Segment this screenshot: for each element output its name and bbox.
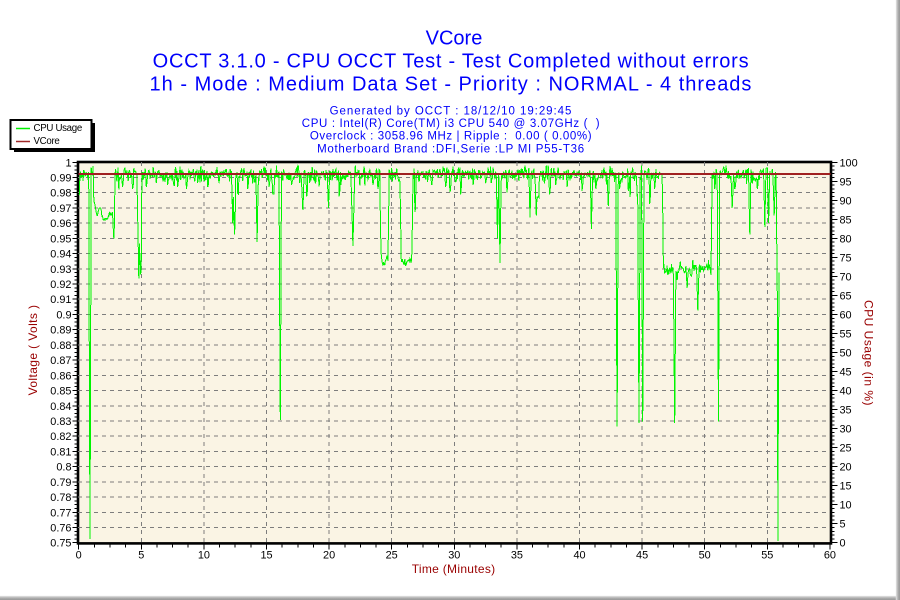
svg-text:0.77: 0.77 xyxy=(50,507,71,519)
svg-text:0.88: 0.88 xyxy=(50,340,71,352)
svg-text:0.93: 0.93 xyxy=(50,264,71,276)
svg-text:40: 40 xyxy=(573,550,585,562)
svg-text:90: 90 xyxy=(840,195,852,207)
svg-text:Voltage ( Volts ): Voltage ( Volts ) xyxy=(26,305,40,396)
svg-text:0.84: 0.84 xyxy=(50,401,71,413)
svg-text:5: 5 xyxy=(138,550,144,562)
svg-text:Overclock : 3058.96 MHz | Ripp: Overclock : 3058.96 MHz | Ripple : 0.00 … xyxy=(310,131,592,143)
svg-text:85: 85 xyxy=(840,214,852,226)
svg-text:95: 95 xyxy=(840,176,852,188)
svg-text:0.86: 0.86 xyxy=(50,370,71,382)
svg-text:0.92: 0.92 xyxy=(50,279,71,291)
svg-text:0.95: 0.95 xyxy=(50,233,71,245)
svg-text:50: 50 xyxy=(840,348,852,360)
svg-text:0.96: 0.96 xyxy=(50,218,71,230)
svg-text:1h - Mode : Medium Data Set -: 1h - Mode : Medium Data Set - Priority :… xyxy=(150,74,753,96)
svg-text:5: 5 xyxy=(840,519,846,531)
svg-text:0.79: 0.79 xyxy=(50,477,71,489)
svg-text:0.82: 0.82 xyxy=(50,431,71,443)
svg-text:Generated by OCCT : 18/12/10 1: Generated by OCCT : 18/12/10 19:29:45 xyxy=(330,105,573,117)
svg-text:15: 15 xyxy=(840,481,852,493)
svg-text:0: 0 xyxy=(76,550,82,562)
svg-text:0.78: 0.78 xyxy=(50,492,71,504)
svg-text:Time (Minutes): Time (Minutes) xyxy=(412,562,496,576)
svg-text:Motherboard Brand :DFI,Serie :: Motherboard Brand :DFI,Serie :LP MI P55-… xyxy=(317,143,585,155)
svg-text:VCore: VCore xyxy=(34,136,60,147)
svg-text:OCCT 3.1.0 - CPU OCCT Test - T: OCCT 3.1.0 - CPU OCCT Test - Test Comple… xyxy=(153,51,750,73)
svg-text:CPU Usage: CPU Usage xyxy=(34,123,82,134)
svg-text:35: 35 xyxy=(511,550,523,562)
svg-text:80: 80 xyxy=(840,233,852,245)
svg-text:30: 30 xyxy=(840,424,852,436)
svg-text:45: 45 xyxy=(840,367,852,379)
svg-text:60: 60 xyxy=(840,310,852,322)
svg-text:0.83: 0.83 xyxy=(50,416,71,428)
svg-text:0.94: 0.94 xyxy=(50,249,71,261)
svg-text:0.75: 0.75 xyxy=(50,538,71,550)
svg-text:20: 20 xyxy=(323,550,335,562)
svg-text:60: 60 xyxy=(824,550,836,562)
svg-text:45: 45 xyxy=(636,550,648,562)
svg-text:CPU Usage (in %): CPU Usage (in %) xyxy=(862,300,876,406)
svg-text:0: 0 xyxy=(840,538,846,550)
svg-text:0.98: 0.98 xyxy=(50,188,71,200)
svg-text:75: 75 xyxy=(840,252,852,264)
svg-text:10: 10 xyxy=(198,550,210,562)
svg-text:50: 50 xyxy=(699,550,711,562)
svg-text:0.89: 0.89 xyxy=(50,325,71,337)
svg-text:30: 30 xyxy=(448,550,460,562)
svg-text:0.97: 0.97 xyxy=(50,203,71,215)
svg-text:55: 55 xyxy=(761,550,773,562)
svg-text:0.87: 0.87 xyxy=(50,355,71,367)
svg-text:40: 40 xyxy=(840,386,852,398)
svg-text:0.9: 0.9 xyxy=(56,310,71,322)
svg-text:0.99: 0.99 xyxy=(50,173,71,185)
svg-text:65: 65 xyxy=(840,290,852,302)
svg-text:VCore: VCore xyxy=(426,28,483,50)
svg-text:25: 25 xyxy=(840,443,852,455)
svg-text:70: 70 xyxy=(840,271,852,283)
svg-text:0.85: 0.85 xyxy=(50,386,71,398)
svg-text:35: 35 xyxy=(840,405,852,417)
svg-text:1: 1 xyxy=(65,157,71,169)
svg-text:25: 25 xyxy=(386,550,398,562)
svg-text:55: 55 xyxy=(840,329,852,341)
svg-text:100: 100 xyxy=(840,157,858,169)
svg-text:0.81: 0.81 xyxy=(50,446,71,458)
svg-text:0.91: 0.91 xyxy=(50,294,71,306)
svg-text:0.76: 0.76 xyxy=(50,523,71,535)
svg-text:10: 10 xyxy=(840,500,852,512)
svg-text:15: 15 xyxy=(260,550,272,562)
svg-text:0.8: 0.8 xyxy=(56,462,71,474)
svg-text:CPU : Intel(R) Core(TM) i3 CPU: CPU : Intel(R) Core(TM) i3 CPU 540 @ 3.0… xyxy=(302,118,601,130)
svg-text:20: 20 xyxy=(840,462,852,474)
